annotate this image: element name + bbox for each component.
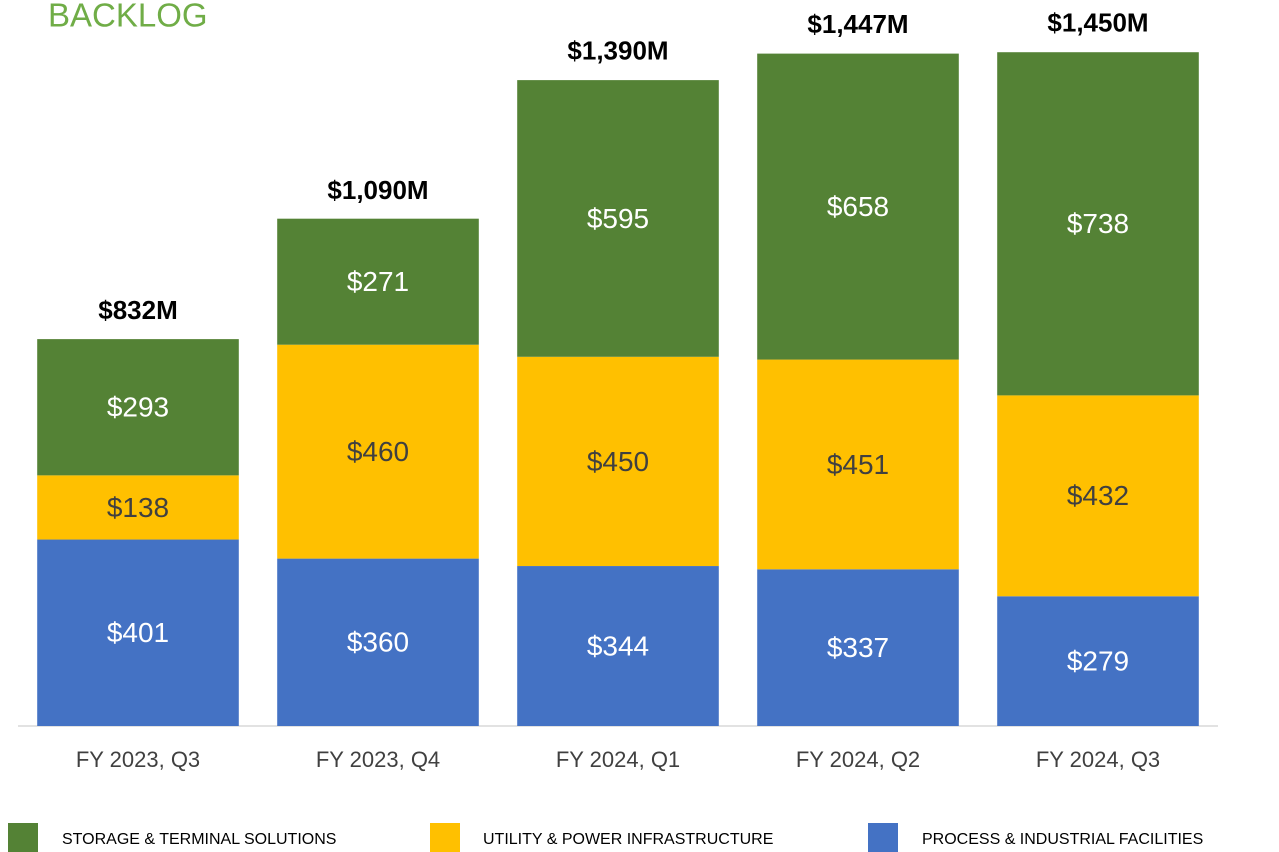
bar-segment [37,339,239,476]
value-label: $337 [827,632,889,663]
value-label: $738 [1067,208,1129,239]
value-label: $293 [107,392,169,423]
value-label: $595 [587,203,649,234]
legend-swatch [8,823,38,852]
total-label: $832M [98,295,178,325]
chart-title: BACKLOG [48,0,208,34]
total-label: $1,090M [327,175,428,205]
x-tick-label: FY 2024, Q1 [556,747,680,772]
legend-label: UTILITY & POWER INFRASTRUCTURE [483,831,773,848]
legend-label: PROCESS & INDUSTRIAL FACILITIES [922,831,1203,848]
x-tick-label: FY 2024, Q2 [796,747,920,772]
bar-segment [277,344,479,559]
value-label: $344 [587,630,649,661]
x-tick-label: FY 2023, Q4 [316,747,440,772]
value-label: $401 [107,617,169,648]
bar-segment [37,475,239,540]
bar-segment [277,558,479,726]
value-label: $451 [827,449,889,480]
bar-segment [757,359,959,570]
bar-segment [997,52,1199,396]
legend-swatch [868,823,898,852]
legend-swatch [430,823,460,852]
bar-segment [277,218,479,345]
x-tick-label: FY 2024, Q3 [1036,747,1160,772]
bar-segment [757,569,959,726]
bar-segment [517,566,719,726]
value-label: $271 [347,266,409,297]
bar-segment [37,539,239,726]
legend-label: STORAGE & TERMINAL SOLUTIONS [62,831,336,848]
value-label: $658 [827,191,889,222]
total-label: $1,450M [1047,8,1148,38]
value-label: $138 [107,492,169,523]
bar-segment [997,395,1199,597]
bar-segment [517,80,719,357]
bar-segment [757,53,959,360]
value-label: $450 [587,446,649,477]
value-label: $460 [347,436,409,467]
value-label: $360 [347,627,409,658]
bar-segment [997,596,1199,726]
total-label: $1,447M [807,9,908,39]
value-label: $432 [1067,480,1129,511]
bar-segment [517,356,719,567]
value-label: $279 [1067,646,1129,677]
total-label: $1,390M [567,36,668,66]
x-tick-label: FY 2023, Q3 [76,747,200,772]
